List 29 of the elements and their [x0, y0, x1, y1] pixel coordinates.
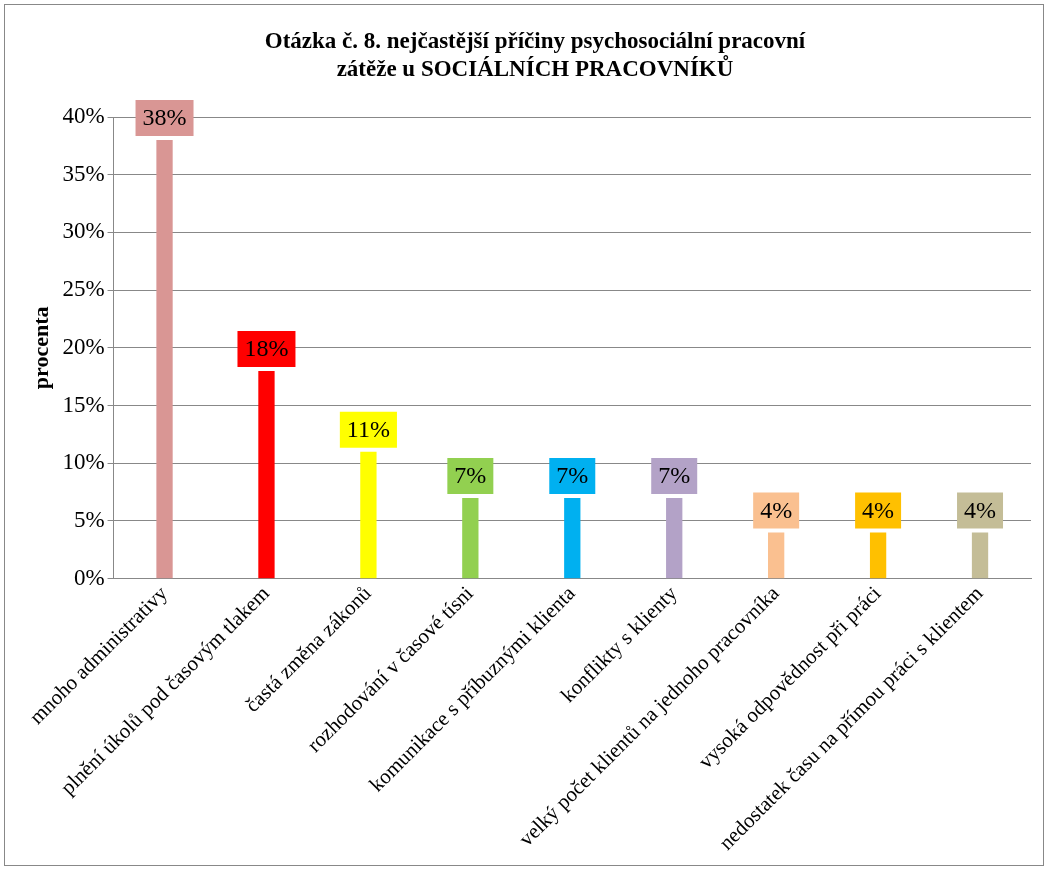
y-tick-label: 15%	[62, 391, 105, 417]
data-label: 11%	[346, 416, 390, 443]
y-tick-label: 5%	[73, 507, 105, 533]
y-tick-label: 10%	[62, 449, 105, 475]
y-tick-label: 35%	[62, 160, 105, 186]
data-label: 7%	[658, 462, 691, 489]
bar	[156, 140, 173, 579]
bar	[258, 370, 275, 579]
bar	[768, 532, 785, 579]
y-tick-label: 0%	[73, 564, 105, 590]
data-label: 18%	[244, 335, 289, 362]
y-tick-label: 20%	[62, 333, 105, 359]
y-tick-label: 30%	[62, 218, 105, 244]
data-label: 4%	[964, 496, 997, 523]
data-label: 38%	[142, 104, 187, 131]
chart-title: Otázka č. 8. nejčastější příčiny psychosociální pracovní zátěže u SOCIÁLNÍCH PRACOVNÍKŮ	[263, 27, 807, 83]
data-label: 7%	[556, 462, 589, 489]
bar	[462, 497, 479, 579]
data-label: 7%	[454, 462, 487, 489]
bar	[666, 497, 683, 579]
y-tick-label: 40%	[62, 103, 105, 129]
data-label: 4%	[862, 496, 895, 523]
y-axis-title: procenta	[27, 306, 53, 390]
bar	[869, 532, 887, 579]
y-tick-label: 25%	[62, 276, 105, 302]
bar	[564, 497, 581, 579]
data-label: 4%	[760, 496, 793, 523]
bar	[971, 532, 989, 579]
bar	[360, 451, 377, 579]
